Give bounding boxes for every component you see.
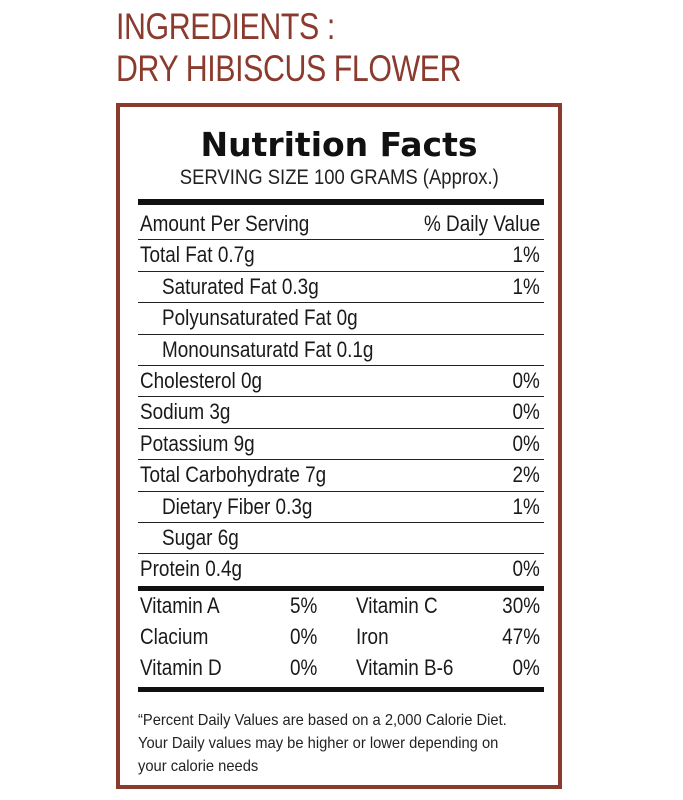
vitamin-row: Clacium 0% Iron 47% xyxy=(138,622,544,653)
nutrient-dv: 1% xyxy=(512,242,540,268)
ingredients-heading: INGREDIENTS : DRY HIBISCUS FLOWER xyxy=(116,6,462,90)
nutrient-row-total-fat: Total Fat 0.7g 1% xyxy=(138,240,544,272)
vitamin-a-name: Vitamin A xyxy=(140,592,220,618)
nutrient-name: Cholesterol 0g xyxy=(140,367,263,393)
nutrient-dv: 0% xyxy=(512,367,540,393)
nutrient-row-saturated-fat: Saturated Fat 0.3g 1% xyxy=(138,272,544,304)
calcium-dv: 0% xyxy=(290,624,318,650)
daily-value-label: % Daily Value xyxy=(423,211,540,236)
vitamin-row: Vitamin A 5% Vitamin C 30% xyxy=(138,591,544,622)
divider-thick-vitamins xyxy=(138,585,544,591)
nutrient-name: Total Fat 0.7g xyxy=(140,242,255,268)
nutrition-facts-title: Nutrition Facts xyxy=(200,125,478,164)
calcium-name: Clacium xyxy=(140,624,209,650)
iron-dv: 47% xyxy=(502,624,540,650)
table-header-row: Amount Per Serving % Daily Value xyxy=(138,209,544,241)
vitamin-b6-name: Vitamin B-6 xyxy=(356,655,454,681)
nutrient-name: Protein 0.4g xyxy=(140,556,243,582)
nutrient-dv: 1% xyxy=(512,493,540,519)
nutrient-table: Amount Per Serving % Daily Value Total F… xyxy=(138,209,544,692)
amount-per-serving-label: Amount Per Serving xyxy=(140,211,310,236)
nutrient-row-polyunsaturated-fat: Polyunsaturated Fat 0g xyxy=(138,303,544,335)
nutrient-name: Potassium 9g xyxy=(140,430,255,456)
nutrient-name: Saturated Fat 0.3g xyxy=(162,273,319,299)
nutrient-row-dietary-fiber: Dietary Fiber 0.3g 1% xyxy=(138,492,544,523)
footnote-line-2: Your Daily values may be higher or lower… xyxy=(138,735,499,752)
footnote-line-3: your calorie needs xyxy=(138,758,259,775)
nutrient-row-protein: Protein 0.4g 0% xyxy=(138,554,544,585)
iron-name: Iron xyxy=(356,624,389,650)
nutrient-dv: 0% xyxy=(512,430,540,456)
vitamin-a-dv: 5% xyxy=(290,592,318,618)
nutrient-name: Sodium 3g xyxy=(140,399,231,425)
nutrient-row-monounsaturated-fat: Monounsaturatd Fat 0.1g xyxy=(138,335,544,366)
vitamin-row: Vitamin D 0% Vitamin B-6 0% xyxy=(138,653,544,684)
serving-size: SERVING SIZE 100 GRAMS (Approx.) xyxy=(120,166,558,190)
vitamin-c-dv: 30% xyxy=(502,592,540,618)
ingredients-value: DRY HIBISCUS FLOWER xyxy=(116,48,462,89)
divider-thick-bottom xyxy=(138,686,544,692)
nutrient-name: Sugar 6g xyxy=(162,524,239,550)
nutrient-dv: 0% xyxy=(512,556,540,582)
serving-size-text: SERVING SIZE 100 GRAMS (Approx.) xyxy=(179,166,499,189)
footnote-line-1: “Percent Daily Values are based on a 2,0… xyxy=(138,712,507,729)
nutrient-row-cholesterol: Cholesterol 0g 0% xyxy=(138,366,544,398)
divider-thick-top xyxy=(138,199,544,205)
nutrient-name: Polyunsaturated Fat 0g xyxy=(162,305,358,331)
nutrition-facts-label: Nutrition Facts SERVING SIZE 100 GRAMS (… xyxy=(116,103,562,789)
vitamin-d-dv: 0% xyxy=(290,655,318,681)
nutrient-row-total-carbohydrate: Total Carbohydrate 7g 2% xyxy=(138,460,544,492)
nutrient-dv: 0% xyxy=(512,399,540,425)
vitamin-d-name: Vitamin D xyxy=(140,655,222,681)
nutrient-name: Dietary Fiber 0.3g xyxy=(162,493,313,519)
nutrient-row-sodium: Sodium 3g 0% xyxy=(138,397,544,429)
nutrient-name: Total Carbohydrate 7g xyxy=(140,462,327,488)
vitamin-b6-dv: 0% xyxy=(512,655,540,681)
ingredients-title: INGREDIENTS : xyxy=(116,6,335,47)
nutrient-name: Monounsaturatd Fat 0.1g xyxy=(162,336,374,362)
nutrient-row-sugar: Sugar 6g xyxy=(138,523,544,555)
daily-value-footnote: “Percent Daily Values are based on a 2,0… xyxy=(138,709,548,778)
nutrient-dv: 2% xyxy=(512,462,540,488)
nutrient-row-potassium: Potassium 9g 0% xyxy=(138,429,544,461)
vitamin-c-name: Vitamin C xyxy=(356,592,438,618)
nutrient-dv: 1% xyxy=(512,273,540,299)
